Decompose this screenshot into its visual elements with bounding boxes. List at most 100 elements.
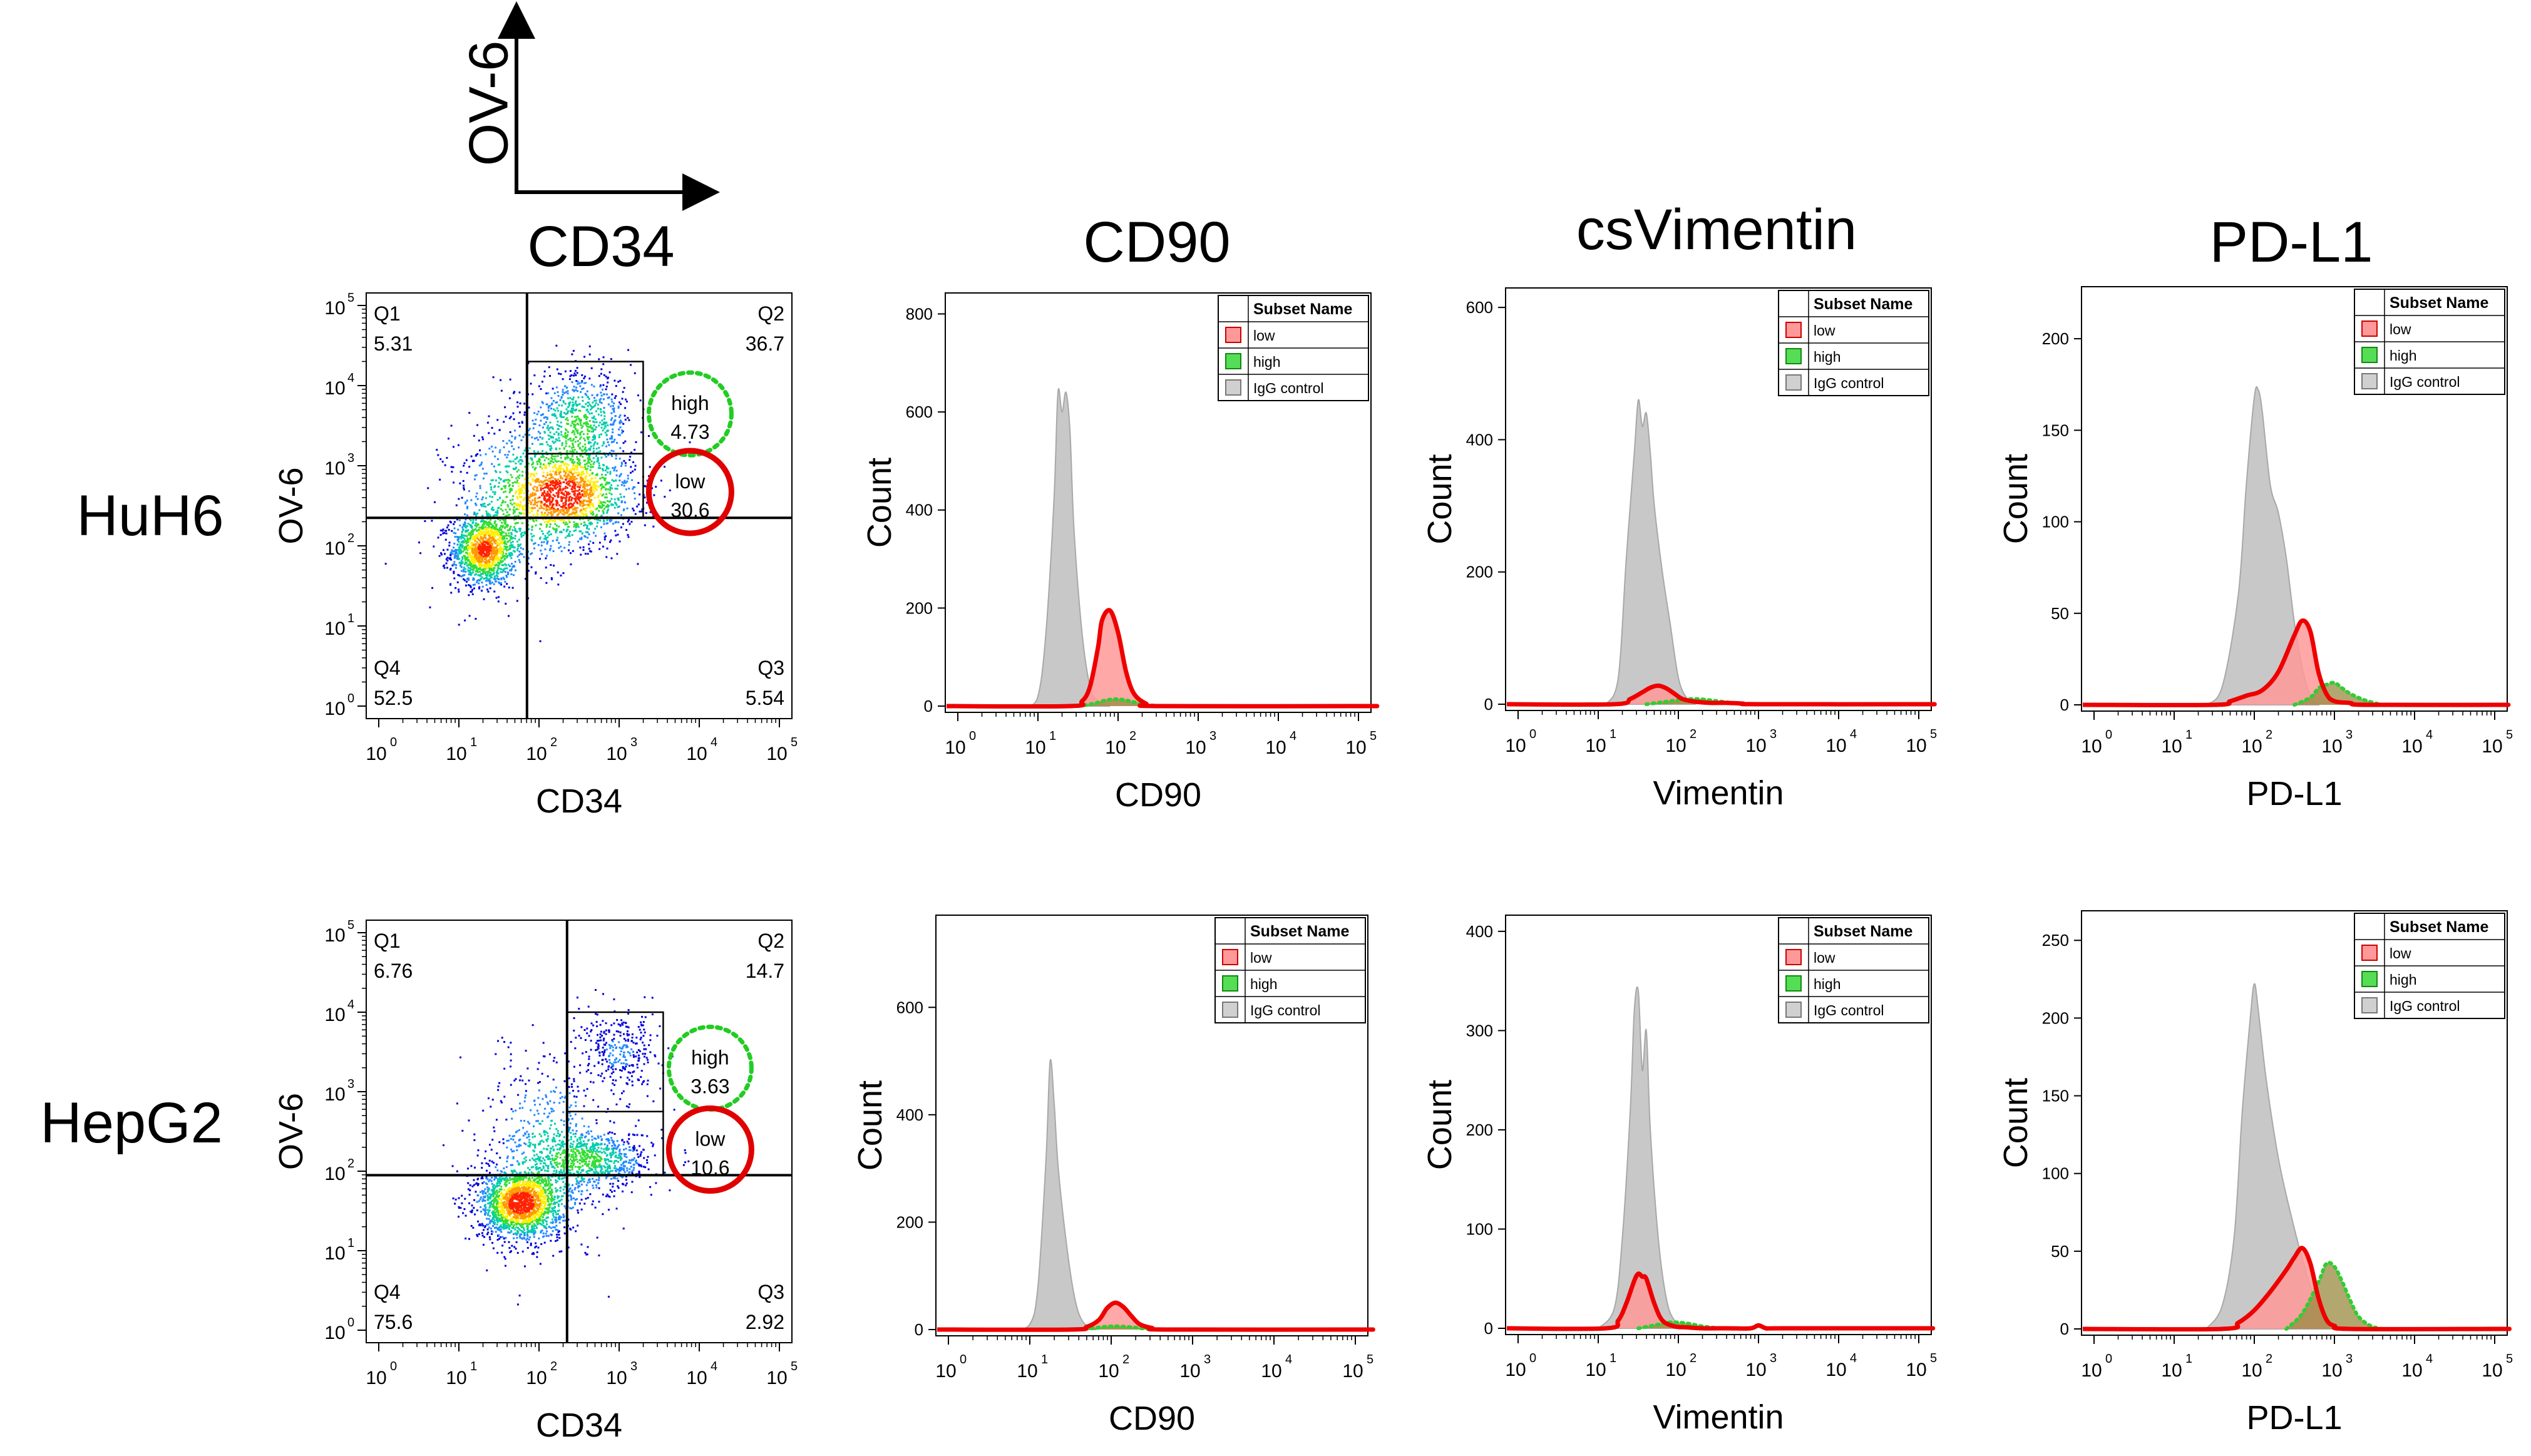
event-dot bbox=[455, 555, 458, 557]
event-dot bbox=[470, 530, 473, 533]
event-dot bbox=[583, 437, 585, 439]
event-dot bbox=[577, 445, 580, 448]
event-dot bbox=[638, 1171, 640, 1174]
event-dot bbox=[565, 495, 568, 497]
event-dot bbox=[453, 550, 456, 553]
event-dot bbox=[603, 1043, 605, 1046]
series-igg-control bbox=[1024, 388, 1111, 707]
event-dot bbox=[573, 1029, 575, 1032]
event-dot bbox=[470, 1165, 473, 1167]
event-dot bbox=[608, 1029, 610, 1032]
event-dot bbox=[617, 512, 620, 515]
event-dot bbox=[555, 504, 558, 506]
event-dot bbox=[481, 436, 484, 439]
event-dot bbox=[527, 362, 530, 364]
event-dot bbox=[540, 480, 542, 483]
event-dot bbox=[550, 397, 553, 399]
event-dot bbox=[519, 530, 521, 532]
event-dot bbox=[552, 481, 555, 484]
event-dot bbox=[510, 557, 513, 560]
event-dot bbox=[565, 493, 568, 496]
event-dot bbox=[577, 381, 579, 383]
event-dot bbox=[540, 550, 542, 552]
event-dot bbox=[490, 445, 493, 448]
event-dot bbox=[481, 1162, 483, 1164]
event-dot bbox=[591, 417, 593, 419]
event-dot bbox=[454, 1198, 457, 1201]
event-dot bbox=[483, 567, 485, 570]
event-dot bbox=[552, 550, 555, 552]
event-dot bbox=[531, 436, 533, 439]
event-dot bbox=[503, 538, 506, 540]
event-dot bbox=[486, 560, 488, 563]
event-dot bbox=[612, 1064, 614, 1066]
event-dot bbox=[606, 438, 608, 441]
event-dot bbox=[613, 407, 615, 409]
event-dot bbox=[557, 433, 560, 435]
event-dot bbox=[640, 1151, 643, 1154]
event-dot bbox=[513, 506, 515, 508]
event-dot bbox=[639, 1153, 642, 1156]
event-dot bbox=[550, 426, 552, 429]
y-axis-label: Count bbox=[861, 458, 898, 548]
event-dot bbox=[436, 449, 438, 451]
event-dot bbox=[636, 1051, 639, 1054]
event-dot bbox=[605, 493, 608, 495]
event-dot bbox=[491, 1099, 494, 1101]
event-dot bbox=[483, 570, 486, 573]
event-dot bbox=[605, 393, 608, 396]
event-dot bbox=[556, 486, 558, 488]
event-dot bbox=[575, 400, 577, 402]
event-dot bbox=[468, 570, 471, 572]
event-dot bbox=[590, 512, 592, 515]
event-dot bbox=[590, 499, 593, 501]
event-dot bbox=[488, 567, 490, 569]
event-dot bbox=[519, 1079, 521, 1082]
event-dot bbox=[532, 1252, 535, 1254]
event-dot bbox=[622, 423, 625, 425]
event-dot bbox=[652, 1145, 654, 1147]
event-dot bbox=[555, 1061, 558, 1064]
event-dot bbox=[533, 423, 535, 425]
event-dot bbox=[475, 567, 478, 570]
event-dot bbox=[625, 1179, 627, 1181]
event-dot bbox=[463, 574, 466, 577]
event-dot bbox=[592, 541, 595, 544]
event-dot bbox=[634, 492, 636, 495]
event-dot bbox=[493, 535, 495, 538]
event-dot bbox=[586, 1032, 588, 1035]
event-dot bbox=[532, 427, 535, 429]
event-dot bbox=[590, 550, 592, 553]
event-dot bbox=[582, 473, 584, 475]
event-dot bbox=[643, 1157, 645, 1159]
event-dot bbox=[635, 1125, 637, 1127]
event-dot bbox=[471, 1209, 473, 1212]
event-dot bbox=[573, 426, 576, 428]
event-dot bbox=[533, 506, 536, 509]
event-dot bbox=[450, 592, 453, 594]
event-dot bbox=[630, 466, 632, 468]
event-dot bbox=[568, 535, 571, 537]
event-dot bbox=[487, 590, 490, 593]
event-dot bbox=[547, 536, 549, 539]
event-dot bbox=[496, 575, 499, 578]
event-dot bbox=[447, 524, 449, 526]
event-dot bbox=[595, 481, 598, 483]
event-dot bbox=[476, 569, 479, 572]
event-dot bbox=[606, 1193, 608, 1196]
event-dot bbox=[534, 497, 536, 500]
event-dot bbox=[478, 556, 481, 559]
event-dot bbox=[589, 408, 592, 411]
event-dot bbox=[490, 575, 492, 578]
event-dot bbox=[496, 510, 499, 512]
event-dot bbox=[547, 463, 550, 465]
event-dot bbox=[451, 549, 453, 551]
event-dot bbox=[475, 522, 477, 525]
q3-label: Q3 bbox=[757, 657, 784, 679]
event-dot bbox=[516, 505, 519, 507]
event-dot bbox=[496, 499, 499, 501]
event-dot bbox=[588, 456, 590, 458]
event-dot bbox=[501, 1251, 503, 1254]
event-dot bbox=[501, 552, 503, 555]
event-dot bbox=[455, 504, 458, 506]
